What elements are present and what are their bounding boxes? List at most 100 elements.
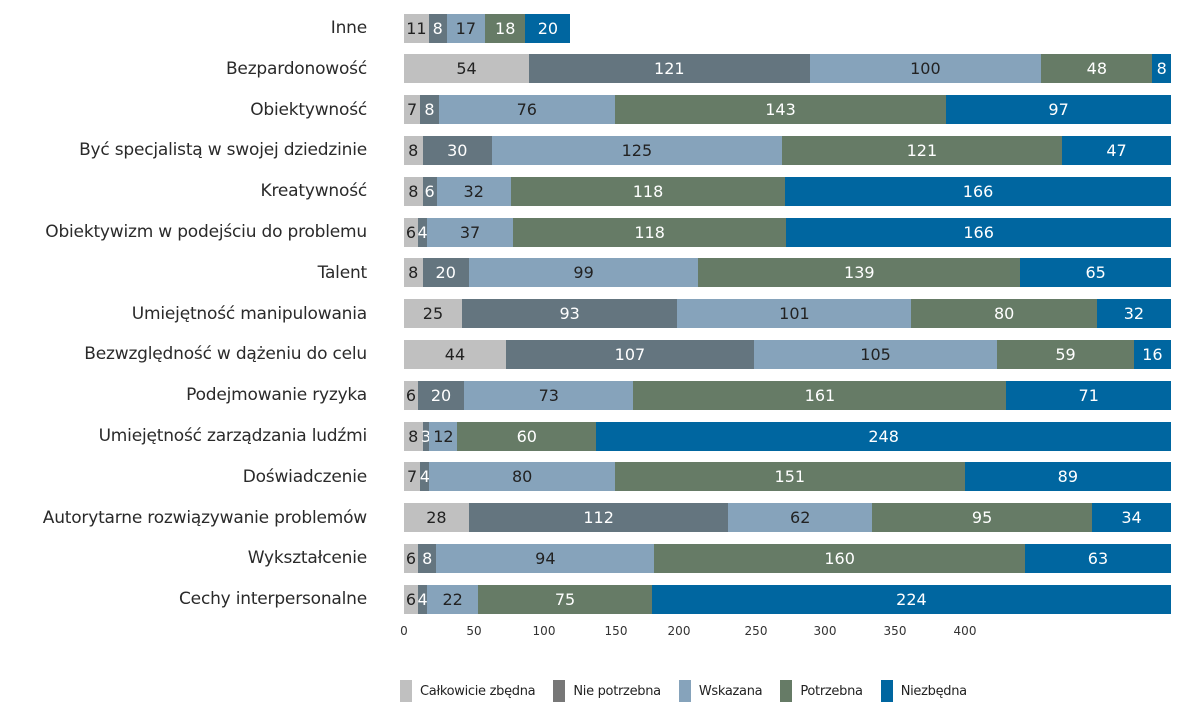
data-label: 161 (804, 385, 836, 405)
bar-segment: 18 (484, 13, 526, 43)
data-label: 160 (824, 548, 855, 568)
data-label: 25 (422, 304, 444, 324)
bar-segment: 6 (422, 176, 437, 206)
data-label: 6 (424, 181, 435, 201)
data-label: 20 (435, 263, 456, 283)
data-label: 6 (405, 589, 417, 609)
data-label: 99 (573, 263, 594, 283)
bar-row: 6 20 73 161 71 (404, 380, 1171, 410)
data-label: 89 (1057, 467, 1079, 487)
bar-segment: 97 (946, 95, 1171, 125)
data-label: 105 (860, 344, 891, 364)
data-label: 32 (1123, 304, 1145, 324)
data-label: 80 (993, 304, 1015, 324)
legend-item: Nie potrzebna (553, 680, 661, 702)
data-label: 3 (420, 426, 432, 446)
bar-segment: 6 (404, 217, 418, 247)
data-label: 73 (538, 385, 559, 405)
data-label: 62 (790, 508, 811, 528)
legend: Całkowicie zbędna Nie potrzebna Wskazana Po… (400, 680, 985, 702)
bar-segment: 59 (997, 339, 1134, 369)
legend-label: Potrzebna (800, 683, 863, 699)
data-label: 16 (1142, 344, 1163, 364)
x-tick-label: 250 (744, 624, 768, 638)
category-label: Podejmowanie ryzyka (186, 385, 367, 406)
bar-segment: 99 (468, 258, 699, 288)
legend-label: Niezbędna (900, 683, 967, 699)
data-label: 101 (779, 304, 810, 324)
data-label: 17 (455, 18, 477, 38)
data-label: 28 (426, 508, 447, 528)
data-label: 47 (1106, 140, 1127, 160)
legend-swatch (880, 680, 893, 702)
data-label: 143 (765, 100, 796, 120)
data-label: 60 (516, 426, 537, 446)
data-label: 20 (537, 18, 559, 38)
data-label: 8 (408, 263, 419, 283)
bar-segment: 20 (422, 258, 469, 288)
data-label: 93 (559, 304, 580, 324)
data-label: 37 (459, 222, 481, 242)
data-label: 11 (406, 18, 427, 38)
bar-segment: 8 (404, 135, 423, 165)
bar-segment: 65 (1020, 258, 1171, 288)
bar-segment: 118 (510, 176, 786, 206)
bar-segment: 8 (404, 421, 423, 451)
data-label: 7 (407, 467, 418, 487)
bar-row: 6 4 37 118 166 (404, 217, 1171, 247)
x-tick-label: 0 (400, 624, 408, 638)
bar-segment: 3 (420, 421, 432, 451)
bar-segment: 34 (1092, 503, 1171, 533)
bar-segment: 8 (1152, 54, 1171, 84)
bar-segment: 248 (596, 421, 1171, 451)
bar-segment: 80 (429, 462, 615, 492)
x-tick-label: 150 (604, 624, 628, 638)
legend-swatch (780, 680, 793, 702)
data-label: 65 (1085, 263, 1106, 283)
x-tick-label: 100 (532, 624, 556, 638)
data-label: 7 (407, 100, 418, 120)
category-label: Umiejętność zarządzania ludźmi (98, 426, 368, 446)
bar-segment: 121 (781, 135, 1063, 165)
bar-segment: 20 (525, 13, 571, 43)
bar-segment: 6 (404, 584, 418, 614)
bar-segment: 101 (677, 299, 912, 329)
data-label: 4 (419, 467, 430, 487)
data-label: 12 (433, 426, 454, 446)
bar-segment: 63 (1024, 543, 1171, 573)
bar-segment: 62 (728, 503, 873, 533)
bar-segment: 12 (429, 421, 458, 451)
data-label: 118 (632, 181, 664, 201)
category-label: Bezpardonowość (225, 58, 367, 79)
bar-segment: 7 (404, 95, 421, 125)
bar-segment: 4 (419, 462, 430, 492)
bar-segment: 125 (492, 135, 782, 165)
bar-segment: 105 (753, 339, 998, 369)
bar-segment: 32 (436, 176, 511, 206)
data-label: 8 (408, 181, 419, 201)
data-label: 8 (408, 140, 419, 160)
legend-label: Nie potrzebna (573, 683, 661, 699)
data-label: 63 (1087, 548, 1109, 568)
data-label: 6 (405, 385, 417, 405)
bar-segment: 11 (404, 13, 429, 43)
data-label: 6 (405, 548, 417, 568)
data-label: 125 (621, 140, 653, 160)
legend-item: Niezbędna (880, 680, 967, 702)
data-label: 100 (910, 59, 941, 79)
data-label: 224 (896, 589, 927, 609)
bar-segment: 75 (478, 584, 652, 614)
bar-row: 28 112 62 95 34 (404, 503, 1171, 533)
data-label: 4 (417, 222, 428, 242)
data-label: 48 (1086, 59, 1107, 79)
bar-segment: 89 (964, 462, 1171, 492)
data-label: 95 (971, 508, 993, 528)
category-label: Wykształcenie (247, 548, 367, 569)
category-label: Obiektywność (250, 99, 367, 120)
category-label: Autorytarne rozwiązywanie problemów (42, 507, 367, 528)
x-tick-label: 200 (667, 624, 691, 638)
x-tick-label: 50 (466, 624, 482, 638)
legend-label: Całkowicie zbędna (420, 683, 536, 699)
category-label: Obiektywizm w podejściu do problemu (45, 222, 367, 242)
